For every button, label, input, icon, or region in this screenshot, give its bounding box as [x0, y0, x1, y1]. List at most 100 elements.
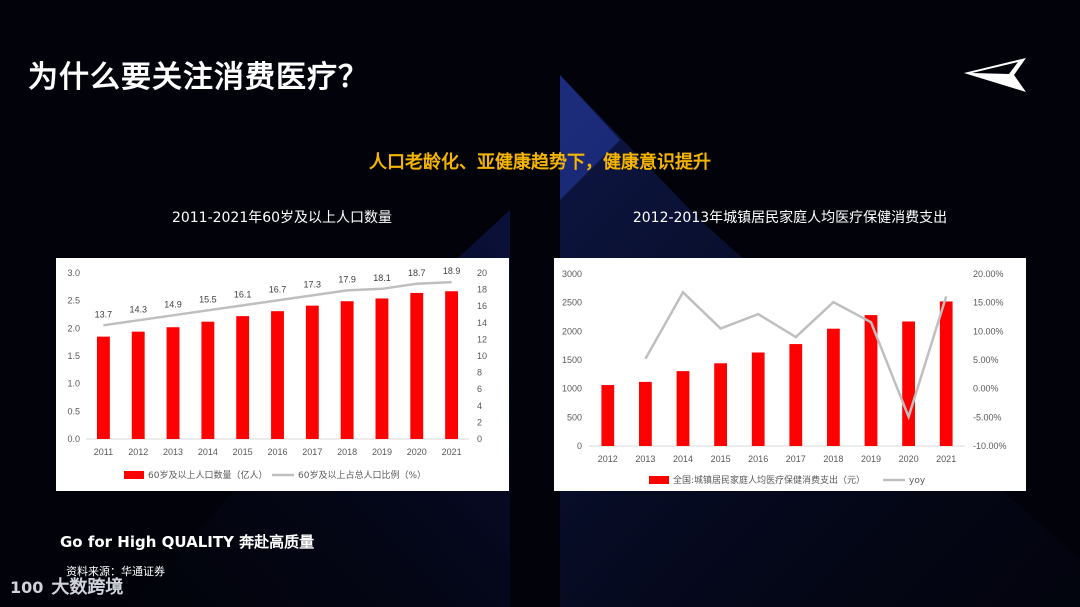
chart2-category-label: 2021: [936, 454, 956, 464]
chart2-left-tick: 2500: [562, 298, 582, 308]
chart2-right-tick: 5.00%: [973, 355, 999, 365]
chart1-data-label: 18.7: [408, 268, 426, 278]
chart2-legend-line-label: yoy: [909, 476, 926, 486]
chart1-category-label: 2013: [163, 447, 183, 457]
chart1-category-label: 2016: [267, 447, 287, 457]
chart1-bar: [201, 321, 215, 439]
chart1-left-tick: 1.5: [67, 351, 80, 361]
chart1-data-label: 17.9: [338, 274, 356, 284]
chart2-category-label: 2014: [673, 454, 693, 464]
chart1-bar: [131, 331, 145, 439]
chart2-bar: [827, 328, 840, 446]
chart2-category-label: 2017: [786, 454, 806, 464]
chart2-category-label: 2018: [823, 454, 843, 464]
chart2-bar: [639, 381, 652, 446]
chart2-left-tick: 3000: [562, 269, 582, 279]
chart1-data-label: 14.9: [164, 299, 182, 309]
chart1-data-label: 16.1: [234, 289, 252, 299]
chart1-category-label: 2019: [372, 447, 392, 457]
chart1-data-label: 16.7: [269, 284, 287, 294]
chart2-bar: [789, 344, 803, 446]
chart2-title: 2012-2013年城镇居民家庭人均医疗保健消费支出: [632, 210, 948, 226]
chart1-bar: [96, 336, 110, 439]
chart1-data-label: 14.3: [129, 304, 147, 314]
chart1-category-label: 2012: [128, 447, 148, 457]
chart2-category-label: 2012: [598, 454, 618, 464]
chart1-right-tick: 12: [477, 334, 487, 344]
chart2-line-series: [644, 290, 948, 421]
chart1-bar: [410, 292, 424, 439]
chart2-left-tick: 500: [567, 412, 582, 422]
chart2-bar: [902, 321, 915, 446]
source-note: 资料来源：华通证券: [66, 565, 165, 578]
chart1-bar: [445, 291, 459, 439]
chart1-bar: [375, 298, 389, 439]
chart1-data-label: 13.7: [95, 309, 113, 319]
chart2-category-label: 2020: [899, 454, 919, 464]
chart1-right-tick: 18: [477, 285, 487, 295]
chart1-legend-line-label: 60岁及以上占总人口比例（%）: [298, 469, 426, 481]
brand-watermark: 100 大数跨境: [10, 573, 123, 599]
chart2-legend-bar-label: 全国:城镇居民家庭人均医疗保健消费支出（元）: [673, 474, 865, 486]
chart1-left-tick: 3.0: [67, 268, 80, 278]
chart1-left-tick: 1.0: [67, 379, 80, 389]
chart2-category-label: 2019: [861, 454, 881, 464]
chart1-svg: 0.00.51.01.52.02.53.00246810121416182020…: [67, 266, 487, 481]
chart2-right-tick: 10.00%: [973, 326, 1004, 336]
brand-arrow-logo: [964, 58, 1026, 92]
chart1-right-tick: 8: [477, 368, 482, 378]
chart2-bar: [676, 371, 690, 446]
chart1-right-tick: 6: [477, 384, 482, 394]
chart1-left-tick: 0.5: [67, 406, 80, 416]
chart1-left-tick: 0.0: [67, 434, 80, 444]
chart2-category-label: 2015: [711, 454, 731, 464]
chart2-left-tick: 1000: [562, 384, 582, 394]
chart1-data-label: 17.3: [304, 279, 322, 289]
chart1-right-tick: 20: [477, 268, 487, 278]
chart1-bar: [271, 311, 284, 439]
chart2-bar: [601, 385, 615, 446]
chart1-legend-bar-label: 60岁及以上人口数量（亿人）: [148, 469, 267, 481]
chart1-data-label: 18.9: [443, 266, 461, 276]
chart1-left-tick: 2.5: [67, 296, 80, 306]
chart2-category-label: 2016: [748, 454, 768, 464]
chart2-right-tick: 0.00%: [973, 384, 999, 394]
chart1-category-label: 2020: [407, 447, 427, 457]
chart1-data-label: 18.1: [373, 273, 391, 283]
chart2-left-tick: 0: [577, 441, 582, 451]
chart2-bar: [939, 301, 953, 446]
slide-title: 为什么要关注消费医疗？: [28, 60, 369, 95]
chart2-right-tick: -5.00%: [973, 412, 1002, 422]
brand-mark: 100: [10, 578, 44, 597]
chart2-bar: [751, 352, 765, 446]
chart1-legend-bar-swatch: [124, 471, 144, 479]
chart1-bar: [236, 316, 250, 439]
chart1-right-tick: 10: [477, 351, 487, 361]
chart2-right-tick: 15.00%: [973, 298, 1004, 308]
chart1-right-tick: 14: [477, 318, 487, 328]
chart2-panel: 0 500 1000 1500 2000 2500 3000 -10.00% -5.00% 0.0…: [554, 258, 1026, 491]
chart2-svg: 0 500 1000 1500 2000 2500 3000 -10.00% -5.00% 0.0…: [562, 269, 1007, 486]
chart1-right-tick: 0: [477, 434, 482, 444]
chart1-category-label: 2014: [198, 447, 218, 457]
chart1-bar: [340, 301, 354, 439]
brand-name: 大数跨境: [51, 577, 124, 598]
chart1-category-label: 2017: [302, 447, 322, 457]
chart1-right-tick: 4: [477, 401, 482, 411]
chart2-category-label: 2013: [635, 454, 655, 464]
chart2-legend-bar-swatch: [649, 476, 669, 484]
chart2-right-tick: -10.00%: [973, 441, 1007, 451]
chart2-bar: [864, 315, 878, 446]
chart1-bar: [305, 305, 319, 439]
chart1-category-label: 2018: [337, 447, 357, 457]
slide-subtitle: 人口老龄化、亚健康趋势下，健康意识提升: [369, 152, 711, 173]
chart1-line-series: [103, 280, 452, 327]
chart1-category-label: 2021: [442, 447, 462, 457]
chart1-bar: [166, 327, 180, 439]
chart2-left-tick: 2000: [562, 326, 582, 336]
chart1-right-tick: 2: [477, 417, 482, 427]
chart1-left-tick: 2.0: [67, 323, 80, 333]
chart2-bar: [714, 363, 727, 446]
chart1-category-label: 2015: [233, 447, 253, 457]
chart1-right-tick: 16: [477, 301, 487, 311]
